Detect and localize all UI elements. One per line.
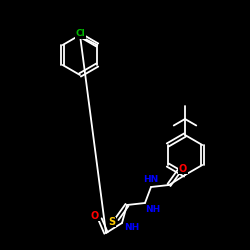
Text: O: O: [91, 211, 99, 221]
Text: S: S: [108, 217, 116, 227]
Text: Cl: Cl: [76, 30, 85, 38]
Text: NH: NH: [124, 222, 140, 232]
Text: O: O: [179, 164, 187, 174]
Text: NH: NH: [146, 206, 160, 214]
Text: HN: HN: [144, 176, 159, 184]
